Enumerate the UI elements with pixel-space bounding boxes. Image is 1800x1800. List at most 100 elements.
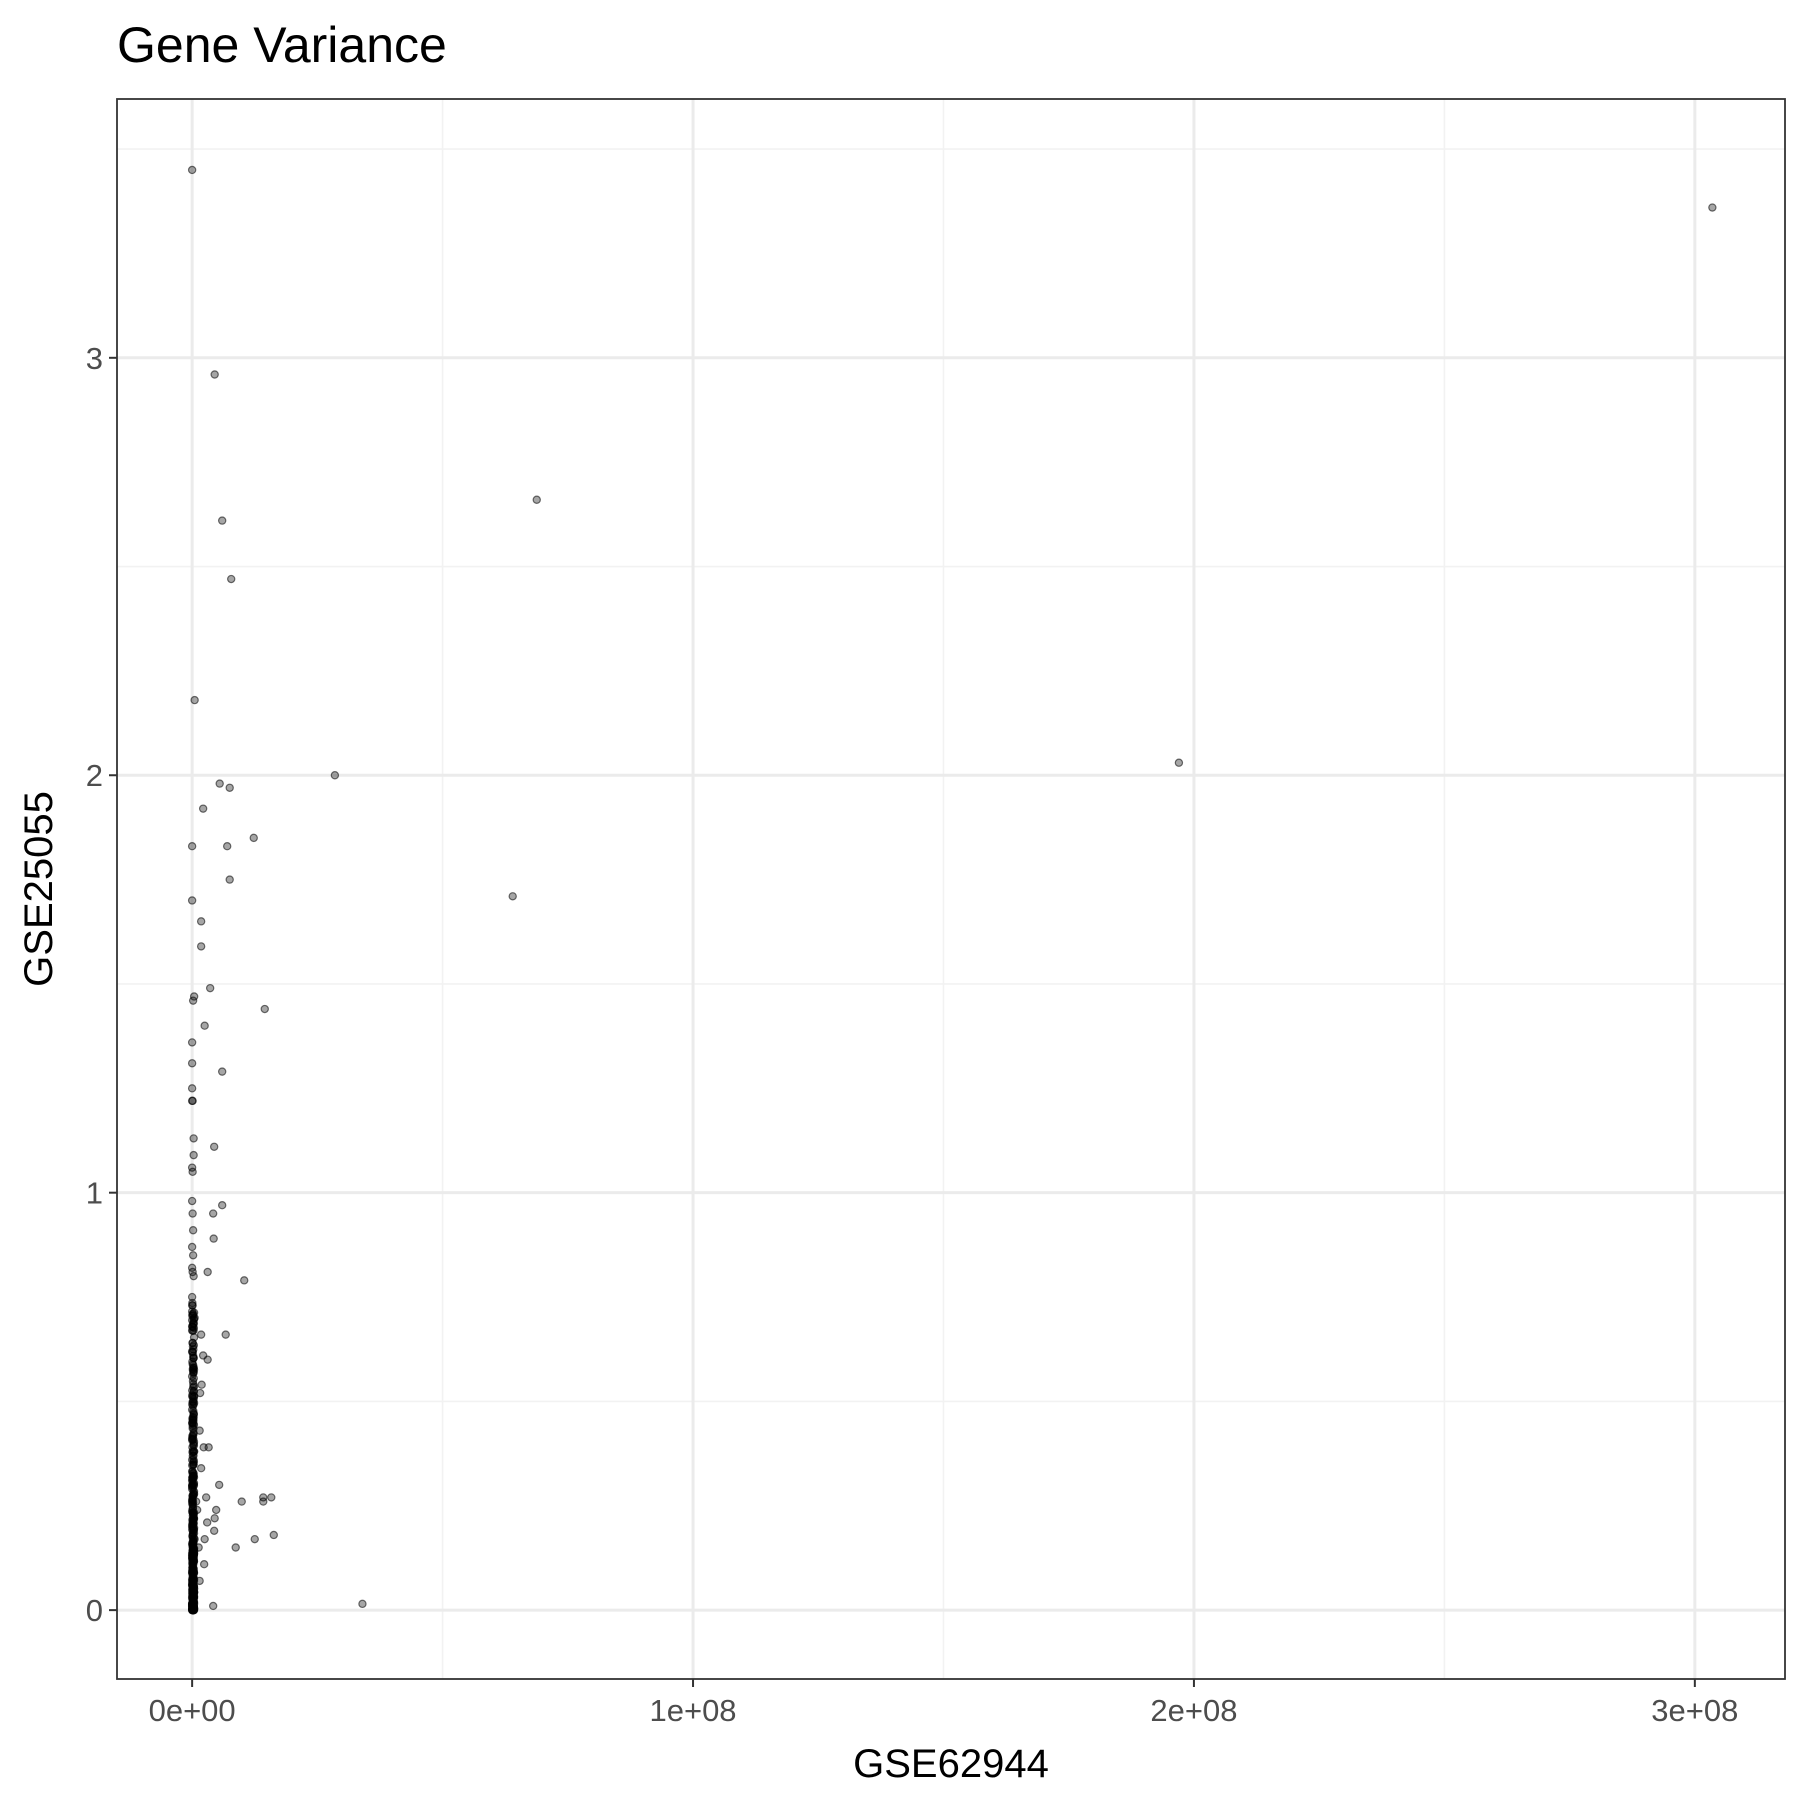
data-point [195,1426,204,1435]
data-point [267,1493,276,1502]
data-point [187,1434,197,1444]
data-point [225,783,234,792]
data-point [204,1443,213,1452]
data-point [188,1397,198,1406]
data-point [187,1292,197,1302]
data-point [189,1271,198,1281]
x-tick-label: 0e+00 [149,1693,236,1728]
data-point [189,1134,198,1143]
data-point [187,1580,197,1590]
data-point [225,875,234,884]
data-point [200,1021,209,1030]
data-point [187,1322,197,1331]
x-tick-label: 1e+08 [649,1693,736,1728]
data-point [217,516,227,525]
data-point [209,1526,219,1536]
data-point [188,1226,198,1235]
data-point [195,1388,205,1398]
data-point [358,1599,367,1609]
data-point [217,1201,227,1210]
data-point [196,917,206,926]
data-point [191,1497,201,1506]
y-axis-title: GSE25055 [17,791,61,987]
data-point [188,1301,197,1310]
data-point [250,1534,259,1544]
data-point [259,1497,268,1506]
data-point [202,1518,212,1527]
data-point [187,896,197,905]
data-point [217,1067,227,1076]
data-point [532,495,541,504]
data-point [187,842,197,851]
data-point [190,1313,199,1323]
data-point [196,1330,206,1339]
axis-ticks: 0e+00 1e+08 2e+08 3e+08 0 1 2 3 [86,341,1739,1728]
data-point [187,1522,197,1531]
y-tick-label: 0 [86,1593,103,1628]
data-point [240,1276,249,1285]
data-point [189,1363,198,1373]
grid-lines [117,99,1785,1679]
data-point [188,1338,197,1348]
data-point [249,833,258,843]
chart-title: Gene Variance [117,17,447,73]
data-point [196,942,206,951]
data-point [227,574,236,584]
y-tick-label: 2 [86,758,103,793]
data-point [260,1004,269,1014]
data-point [187,1593,197,1602]
plot-panel-border [116,98,1786,1680]
data-point [198,804,208,813]
data-point [221,1330,230,1339]
data-point [187,1038,197,1047]
data-point [201,1493,211,1502]
data-point [187,1059,197,1068]
data-point [330,771,340,780]
data-point [197,1380,206,1389]
data-point [187,165,197,175]
y-tick-label: 3 [86,341,103,376]
data-point [187,1405,197,1414]
data-point [188,1209,197,1218]
data-point [214,1480,224,1490]
data-point [508,892,517,901]
data-point [196,1463,206,1473]
data-point [188,1418,197,1427]
data-point [188,996,198,1005]
data-point [187,1347,197,1356]
data-point [208,1209,218,1218]
data-point [187,1484,197,1494]
data-point [187,1568,197,1577]
data-point [188,1472,198,1481]
data-point [187,1242,197,1252]
data-point [187,1372,197,1381]
data-point [231,1543,240,1552]
data-point [208,1601,218,1611]
x-axis-title: GSE62944 [853,1742,1049,1786]
data-point [199,1560,209,1569]
x-tick-label: 2e+08 [1150,1693,1237,1728]
data-points [187,165,1717,1615]
data-point [1708,203,1717,212]
data-point [203,1355,212,1364]
data-point [237,1497,246,1506]
data-point [189,1514,198,1523]
data-point [211,1505,221,1515]
data-point [209,1142,219,1151]
data-point [209,1234,218,1243]
data-point [192,1505,202,1515]
data-point [203,1267,212,1277]
data-point [188,1251,198,1260]
y-tick-label: 1 [86,1176,103,1211]
data-point [188,1167,197,1177]
data-point [210,1514,219,1523]
data-point [187,1196,197,1206]
data-point [189,1150,198,1160]
data-point [215,779,224,788]
data-point [187,1084,197,1093]
data-point [187,1605,197,1615]
data-point [200,1534,209,1544]
data-point [195,1576,204,1586]
